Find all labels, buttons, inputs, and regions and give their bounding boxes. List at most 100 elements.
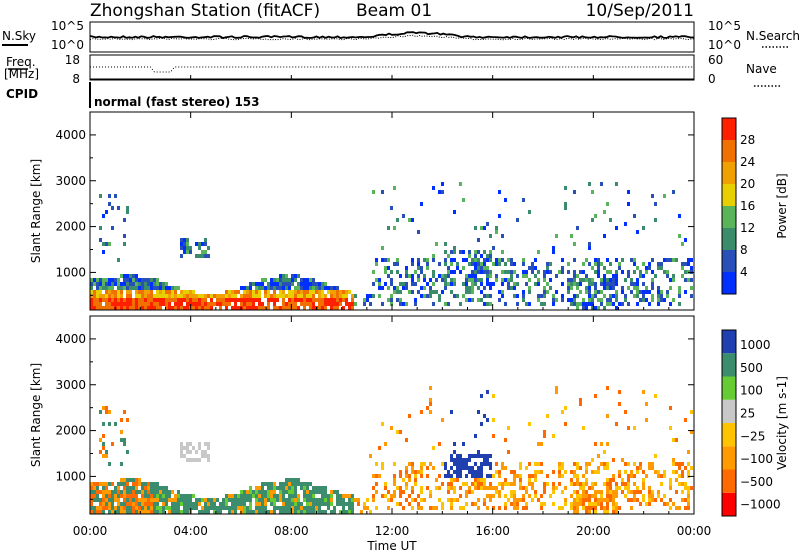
heatmap-cell bbox=[573, 470, 576, 474]
heatmap-cell bbox=[201, 254, 204, 258]
heatmap-cell bbox=[318, 294, 321, 298]
heatmap-cell bbox=[279, 290, 282, 294]
heatmap-cell bbox=[156, 482, 159, 486]
heatmap-cell bbox=[405, 438, 408, 442]
heatmap-cell bbox=[444, 242, 447, 246]
heatmap-cell bbox=[120, 290, 123, 294]
heatmap-cell bbox=[105, 410, 108, 414]
heatmap-cell bbox=[192, 506, 195, 510]
heatmap-cell bbox=[429, 398, 432, 402]
y-tick-label: 2000 bbox=[55, 424, 86, 438]
heatmap-cell bbox=[198, 302, 201, 306]
heatmap-cell bbox=[279, 510, 282, 514]
heatmap-cell bbox=[282, 486, 285, 490]
heatmap-cell bbox=[321, 282, 324, 286]
heatmap-cell bbox=[312, 494, 315, 498]
heatmap-cell bbox=[513, 282, 516, 286]
heatmap-cell bbox=[630, 506, 633, 510]
heatmap-cell bbox=[615, 270, 618, 274]
heatmap-cell bbox=[486, 494, 489, 498]
heatmap-cell bbox=[399, 474, 402, 478]
heatmap-cell bbox=[483, 486, 486, 490]
heatmap-cell bbox=[600, 462, 603, 466]
heatmap-cell bbox=[207, 254, 210, 258]
heatmap-cell bbox=[618, 470, 621, 474]
heatmap-cell bbox=[573, 502, 576, 506]
heatmap-cell bbox=[513, 478, 516, 482]
heatmap-cell bbox=[669, 258, 672, 262]
heatmap-cell bbox=[300, 302, 303, 306]
heatmap-cell bbox=[375, 490, 378, 494]
heatmap-cell bbox=[573, 510, 576, 514]
heatmap-cell bbox=[132, 510, 135, 514]
heatmap-cell bbox=[273, 294, 276, 298]
heatmap-cell bbox=[405, 286, 408, 290]
heatmap-cell bbox=[126, 302, 129, 306]
heatmap-cell bbox=[600, 302, 603, 306]
heatmap-cell bbox=[501, 278, 504, 282]
heatmap-cell bbox=[480, 298, 483, 302]
heatmap-cell bbox=[303, 306, 306, 310]
heatmap-cell bbox=[198, 306, 201, 310]
heatmap-cell bbox=[222, 294, 225, 298]
heatmap-cell bbox=[147, 294, 150, 298]
heatmap-cell bbox=[252, 510, 255, 514]
heatmap-cell bbox=[612, 494, 615, 498]
heatmap-cell bbox=[438, 474, 441, 478]
heatmap-cell bbox=[582, 486, 585, 490]
heatmap-cell bbox=[306, 506, 309, 510]
heatmap-cell bbox=[315, 486, 318, 490]
heatmap-cell bbox=[378, 282, 381, 286]
heatmap-cell bbox=[546, 262, 549, 266]
heatmap-cell bbox=[270, 490, 273, 494]
heatmap-cell bbox=[324, 490, 327, 494]
heatmap-cell bbox=[108, 294, 111, 298]
heatmap-cell bbox=[411, 262, 414, 266]
heatmap-cell bbox=[108, 278, 111, 282]
heatmap-cell bbox=[672, 438, 675, 442]
heatmap-cell bbox=[573, 242, 576, 246]
heatmap-cell bbox=[615, 486, 618, 490]
heatmap-cell bbox=[387, 266, 390, 270]
heatmap-cell bbox=[126, 306, 129, 310]
heatmap-cell bbox=[138, 290, 141, 294]
heatmap-cell bbox=[273, 490, 276, 494]
heatmap-cell bbox=[576, 306, 579, 310]
heatmap-cell bbox=[309, 286, 312, 290]
heatmap-cell bbox=[171, 306, 174, 310]
heatmap-cell bbox=[408, 414, 411, 418]
heatmap-cell bbox=[252, 302, 255, 306]
heatmap-cell bbox=[99, 438, 102, 442]
heatmap-cell bbox=[273, 302, 276, 306]
heatmap-cell bbox=[318, 490, 321, 494]
heatmap-cell bbox=[192, 306, 195, 310]
heatmap-cell bbox=[414, 470, 417, 474]
heatmap-cell bbox=[546, 290, 549, 294]
heatmap-cell bbox=[135, 510, 138, 514]
heatmap-cell bbox=[603, 462, 606, 466]
heatmap-cell bbox=[282, 298, 285, 302]
heatmap-cell bbox=[537, 462, 540, 466]
heatmap-cell bbox=[627, 190, 630, 194]
heatmap-cell bbox=[348, 290, 351, 294]
heatmap-cell bbox=[666, 502, 669, 506]
heatmap-cell bbox=[327, 298, 330, 302]
heatmap-cell bbox=[483, 250, 486, 254]
heatmap-cell bbox=[135, 290, 138, 294]
heatmap-cell bbox=[471, 262, 474, 266]
heatmap-cell bbox=[636, 282, 639, 286]
heatmap-cell bbox=[354, 294, 357, 298]
heatmap-cell bbox=[594, 214, 597, 218]
heatmap-cell bbox=[99, 238, 102, 242]
heatmap-cell bbox=[369, 454, 372, 458]
colorbar-tick-label: 20 bbox=[740, 177, 755, 191]
heatmap-cell bbox=[465, 290, 468, 294]
heatmap-cell bbox=[183, 506, 186, 510]
heatmap-cell bbox=[138, 298, 141, 302]
heatmap-cell bbox=[489, 270, 492, 274]
heatmap-cell bbox=[321, 486, 324, 490]
heatmap-cell bbox=[195, 450, 198, 454]
heatmap-cell bbox=[477, 286, 480, 290]
heatmap-cell bbox=[192, 502, 195, 506]
heatmap-cell bbox=[402, 478, 405, 482]
